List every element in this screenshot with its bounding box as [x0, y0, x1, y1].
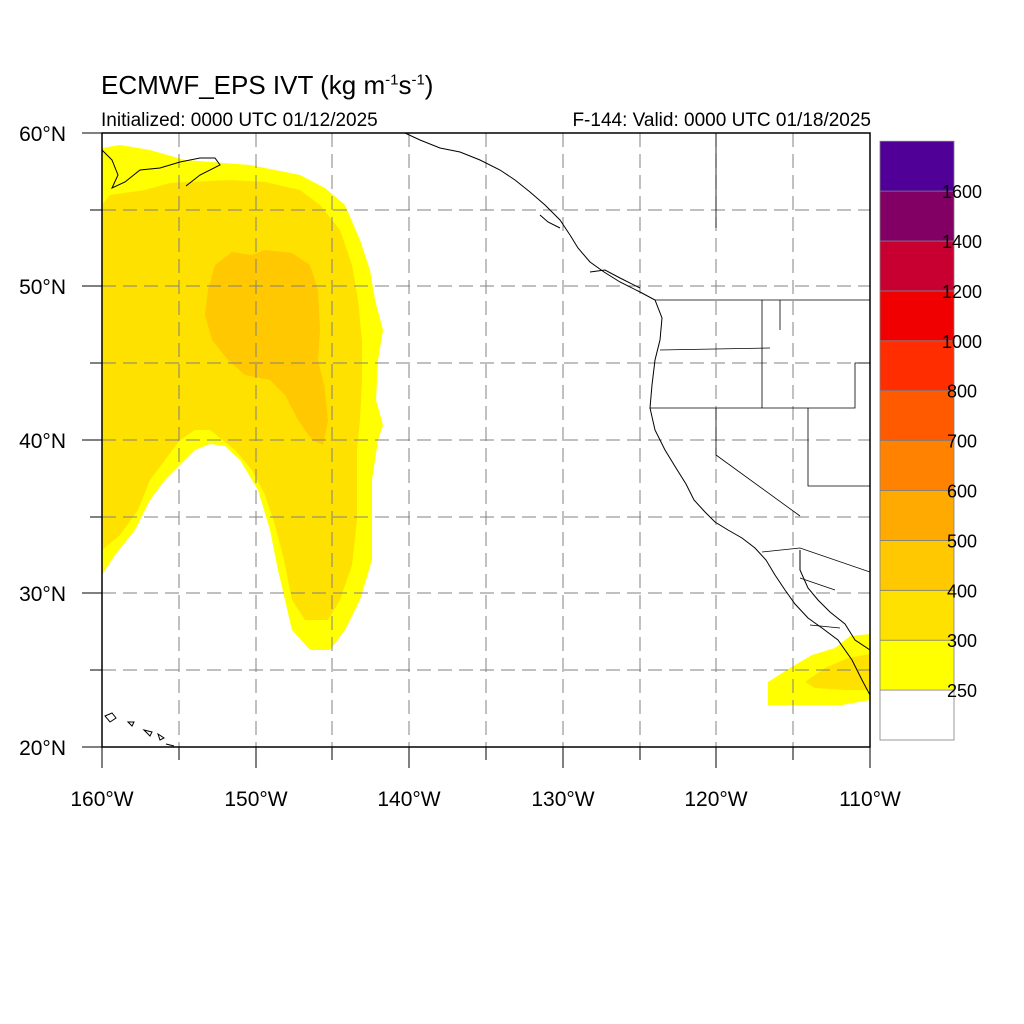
- us-mexico-border: [761, 547, 870, 573]
- colorbar-swatch: [879, 290, 955, 342]
- or-ca-border: [650, 362, 870, 409]
- ca-nv-border: [715, 408, 801, 517]
- colorbar: 250 300 400 500 600 700 800 1000 1200 1400 1600: [879, 140, 982, 741]
- colorbar-swatch: [879, 390, 955, 442]
- valid-time-label: F-144: Valid: 0000 UTC 01/18/2025: [572, 110, 871, 131]
- colorbar-swatch: [879, 440, 955, 491]
- lat-tick-label: 30°N: [19, 583, 66, 606]
- longitude-labels: 160°W 150°W 140°W 130°W 120°W 110°W: [70, 788, 901, 811]
- lat-tick-label: 60°N: [19, 123, 66, 146]
- colorbar-label: 400: [947, 581, 977, 601]
- lon-tick-label: 140°W: [377, 788, 440, 811]
- political-boundaries: [650, 133, 870, 629]
- wa-or-border: [659, 347, 771, 351]
- colorbar-label: 1200: [942, 282, 982, 302]
- ivt-shading: [102, 145, 870, 705]
- nv-az-border: [807, 408, 870, 487]
- ivt-400-region: [205, 250, 328, 445]
- colorbar-swatch: [879, 540, 955, 591]
- colorbar-swatch: [879, 340, 955, 392]
- colorbar-swatch: [879, 140, 955, 192]
- coastlines: [102, 133, 870, 747]
- colorbar-swatch: [879, 190, 955, 242]
- mexico-states: [799, 577, 841, 629]
- lat-tick-label: 40°N: [19, 430, 66, 453]
- lon-tick-label: 130°W: [531, 788, 594, 811]
- alaska-coast: [102, 133, 571, 236]
- latitude-labels: 20°N 30°N 40°N 50°N 60°N: [19, 123, 66, 760]
- colorbar-swatch: [879, 589, 955, 641]
- lon-tick-label: 120°W: [684, 788, 747, 811]
- hawaii-islands: [104, 712, 175, 747]
- lat-tick-label: 20°N: [19, 737, 66, 760]
- baja-gulf: [799, 550, 870, 651]
- west-coast: [569, 234, 870, 696]
- axis-ticks: [82, 132, 871, 768]
- colorbar-swatch: [879, 689, 955, 741]
- lat-tick-label: 50°N: [19, 276, 66, 299]
- colorbar-label: 250: [947, 681, 977, 701]
- colorbar-label: 500: [947, 531, 977, 551]
- lon-tick-label: 150°W: [224, 788, 287, 811]
- map-title: ECMWF_EPS IVT (kg m-1s-1): [101, 70, 434, 100]
- colorbar-swatch: [879, 639, 955, 691]
- id-mt-border: [761, 300, 781, 408]
- colorbar-swatch: [879, 490, 955, 541]
- colorbar-label: 1600: [942, 182, 982, 202]
- colorbar-label: 800: [947, 382, 977, 402]
- canada-islands: [539, 214, 641, 289]
- colorbar-swatch: [879, 240, 955, 292]
- lon-tick-label: 110°W: [839, 788, 901, 811]
- colorbar-label: 300: [947, 631, 977, 651]
- initialized-label: Initialized: 0000 UTC 01/12/2025: [101, 110, 378, 131]
- colorbar-label: 700: [947, 432, 977, 452]
- colorbar-label: 600: [947, 482, 977, 502]
- colorbar-label: 1000: [942, 332, 982, 352]
- colorbar-label: 1400: [942, 232, 982, 252]
- lon-tick-label: 160°W: [70, 788, 133, 811]
